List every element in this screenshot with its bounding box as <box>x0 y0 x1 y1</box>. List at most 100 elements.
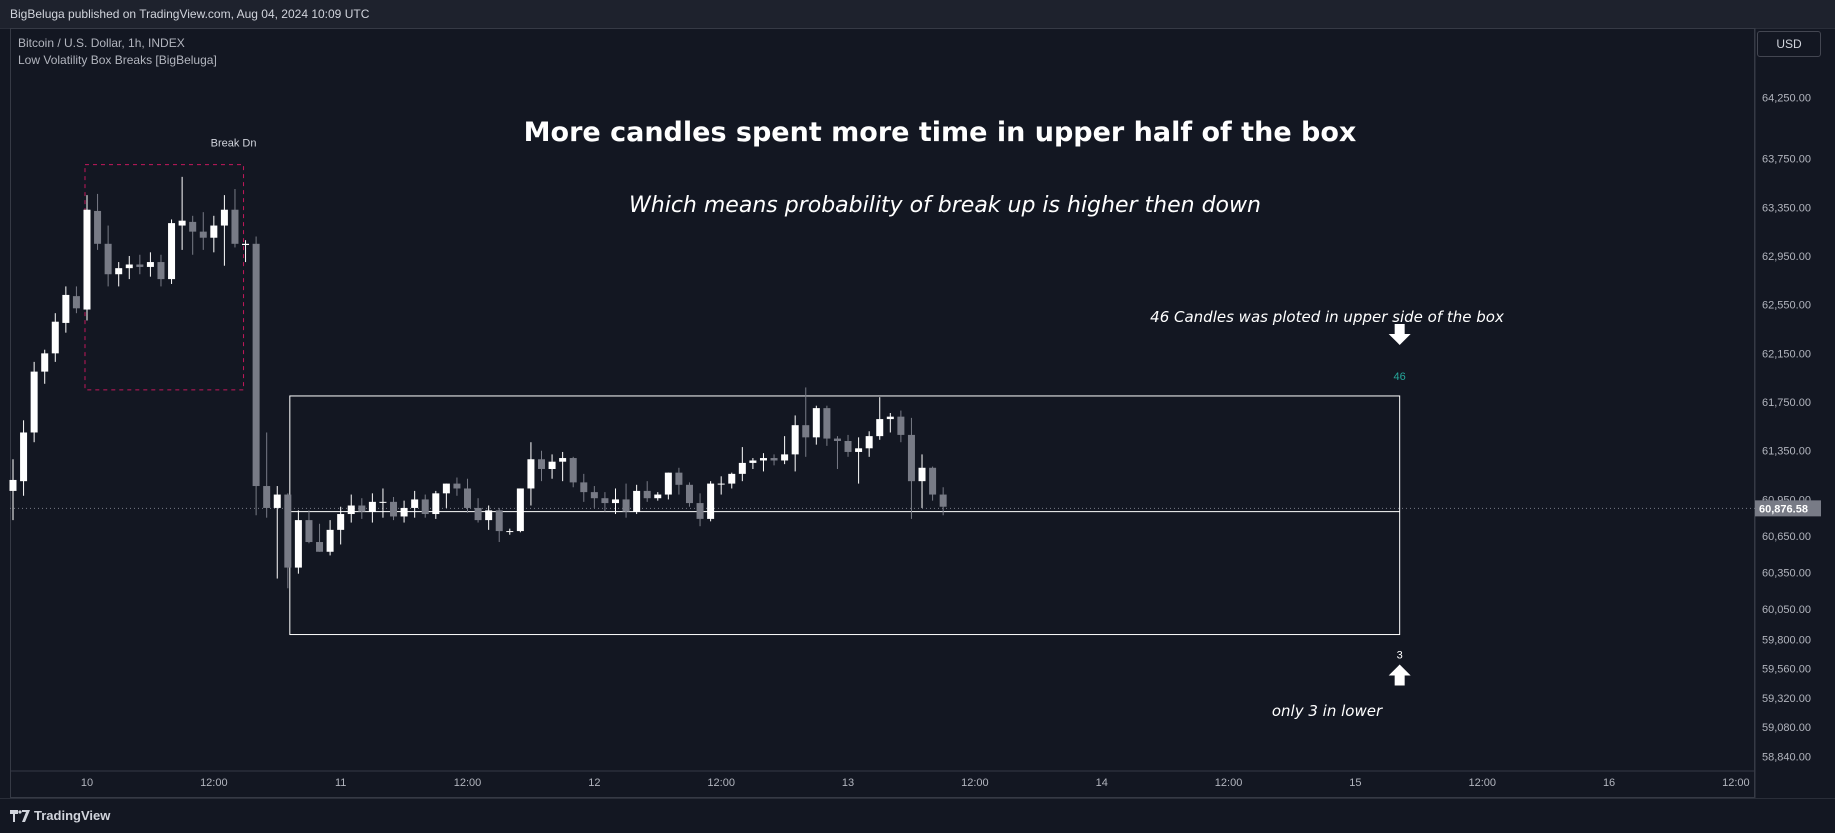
candle[interactable] <box>685 482 693 507</box>
candle[interactable] <box>453 477 461 496</box>
candle[interactable] <box>802 387 810 457</box>
candle[interactable] <box>633 484 641 515</box>
candle[interactable] <box>41 349 49 384</box>
candle[interactable] <box>855 437 863 484</box>
candle[interactable] <box>125 255 133 280</box>
candle[interactable] <box>210 215 218 253</box>
candle[interactable] <box>876 397 884 440</box>
candle[interactable] <box>929 466 937 501</box>
candle[interactable] <box>432 490 440 519</box>
candle[interactable] <box>918 454 926 508</box>
candle[interactable] <box>527 442 535 506</box>
candle[interactable] <box>146 252 154 277</box>
candle[interactable] <box>485 505 493 530</box>
candle[interactable] <box>220 195 228 266</box>
candle[interactable] <box>464 478 472 513</box>
candle[interactable] <box>189 215 197 255</box>
candle[interactable] <box>759 453 767 472</box>
x-tick-label: 12:00 <box>454 777 482 789</box>
candle[interactable] <box>675 467 683 495</box>
candle[interactable] <box>400 500 408 523</box>
legend-symbol[interactable]: Bitcoin / U.S. Dollar, 1h, INDEX <box>18 36 185 50</box>
candle[interactable] <box>622 483 630 518</box>
candle[interactable] <box>601 492 609 512</box>
candle-body <box>622 499 630 512</box>
candle[interactable] <box>516 488 524 533</box>
candle[interactable] <box>696 493 704 527</box>
candle[interactable] <box>781 436 789 465</box>
range-box[interactable] <box>289 395 1401 636</box>
candle[interactable] <box>738 447 746 482</box>
candle[interactable] <box>865 431 873 457</box>
candle[interactable] <box>717 476 725 495</box>
candle[interactable] <box>812 405 820 445</box>
candle[interactable] <box>939 487 947 516</box>
candle[interactable] <box>263 432 271 518</box>
chart-legend[interactable]: Bitcoin / U.S. Dollar, 1h, INDEX Low Vol… <box>18 35 217 69</box>
candle[interactable] <box>242 240 250 263</box>
candle[interactable] <box>252 236 260 516</box>
candle[interactable] <box>231 189 239 248</box>
candle[interactable] <box>273 486 281 579</box>
candle[interactable] <box>326 520 334 556</box>
candle[interactable] <box>844 434 852 457</box>
candle[interactable] <box>749 458 757 469</box>
candle[interactable] <box>421 494 429 518</box>
candle-body <box>728 473 736 484</box>
candle[interactable] <box>590 486 598 508</box>
candle[interactable] <box>833 436 841 469</box>
candle[interactable] <box>770 454 778 466</box>
candle[interactable] <box>136 254 144 275</box>
candle[interactable] <box>728 472 736 489</box>
candle[interactable] <box>379 488 387 518</box>
candle[interactable] <box>294 510 302 574</box>
candle[interactable] <box>643 481 651 502</box>
candle[interactable] <box>442 483 450 508</box>
candle[interactable] <box>115 262 123 287</box>
candle[interactable] <box>168 219 176 284</box>
candle[interactable] <box>94 193 102 250</box>
candle[interactable] <box>30 361 38 443</box>
candle[interactable] <box>305 510 313 544</box>
candle[interactable] <box>569 456 577 488</box>
candle[interactable] <box>104 225 112 287</box>
candle[interactable] <box>548 454 556 479</box>
candle[interactable] <box>284 493 292 589</box>
candle[interactable] <box>337 506 345 545</box>
candle[interactable] <box>358 498 366 519</box>
currency-button[interactable]: USD <box>1757 31 1821 57</box>
x-tick-label: 12:00 <box>1722 777 1750 789</box>
candle[interactable] <box>559 451 567 482</box>
candle[interactable] <box>83 195 91 321</box>
candle[interactable] <box>72 286 80 314</box>
candle[interactable] <box>611 488 619 515</box>
candle[interactable] <box>157 254 165 287</box>
candle[interactable] <box>474 498 482 523</box>
candle[interactable] <box>20 420 28 496</box>
candle[interactable] <box>791 415 799 472</box>
candle[interactable] <box>368 493 376 523</box>
candle[interactable] <box>316 523 324 552</box>
candle[interactable] <box>580 473 588 502</box>
candle[interactable] <box>51 313 59 362</box>
candle[interactable] <box>178 176 186 250</box>
candle[interactable] <box>347 494 355 523</box>
legend-indicator[interactable]: Low Volatility Box Breaks [BigBeluga] <box>18 53 217 67</box>
candle[interactable] <box>199 212 207 250</box>
candle[interactable] <box>411 490 419 518</box>
candle[interactable] <box>9 459 17 521</box>
candle[interactable] <box>664 472 672 500</box>
candle[interactable] <box>907 417 915 519</box>
candle[interactable] <box>897 410 905 443</box>
candle[interactable] <box>886 413 894 433</box>
candle[interactable] <box>506 528 514 535</box>
candle[interactable] <box>495 507 503 543</box>
candle[interactable] <box>538 450 545 482</box>
tradingview-logo[interactable]: TradingView <box>10 808 110 823</box>
candle[interactable] <box>390 496 398 521</box>
candle[interactable] <box>654 492 662 501</box>
candle[interactable] <box>707 481 715 522</box>
candle[interactable] <box>62 286 70 333</box>
candle[interactable] <box>823 405 831 446</box>
